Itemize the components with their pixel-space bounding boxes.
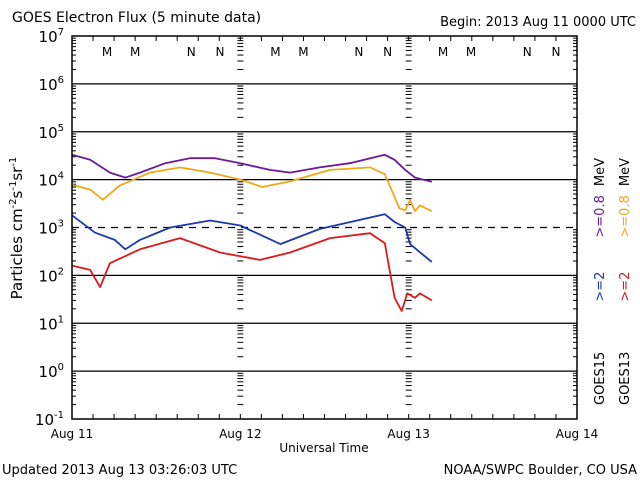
y-axis-label-sr: sr — [8, 166, 26, 181]
y-axis-label: Particles cm-2s-1sr-1 — [8, 157, 26, 300]
gridlines — [72, 83, 577, 372]
marker-N-7: N — [383, 45, 392, 59]
y-tick-label-4: 103 — [39, 219, 64, 238]
x-tick-label-0: Aug 11 — [51, 427, 94, 441]
x-tick-label-3: Aug 14 — [556, 427, 599, 441]
x-tick-label-1: Aug 12 — [219, 427, 262, 441]
legend-goes15-ge08: >=0.8 — [593, 195, 608, 237]
legend: GOES15 >=2 >=0.8 MeV GOES13 >=2 >=0.8 MeV — [593, 158, 633, 405]
series-line-1 — [71, 166, 433, 213]
y-tick-labels: 107 106 105 104 103 102 101 100 10-1 — [35, 27, 64, 429]
marker-M-4: M — [270, 45, 280, 59]
legend-goes15-mev: MeV — [593, 158, 608, 186]
legend-goes13-mev: MeV — [618, 158, 633, 186]
legend-goes13-label: GOES13 — [618, 352, 633, 405]
marker-N-3: N — [216, 45, 225, 59]
legend-goes13-ge2: >=2 — [618, 272, 633, 302]
y-tick-label-0: 107 — [39, 27, 64, 46]
legend-goes13: GOES13 >=2 >=0.8 MeV — [618, 158, 633, 405]
y-axis-label-exp1: -2 — [8, 198, 19, 208]
x-axis-label: Universal Time — [279, 441, 368, 455]
y-tick-label-2: 105 — [39, 123, 64, 142]
marker-M-1: M — [130, 45, 140, 59]
x-tick-labels: Aug 11 Aug 12 Aug 13 Aug 14 — [51, 427, 599, 441]
marker-N-10: N — [523, 45, 532, 59]
marker-N-11: N — [551, 45, 560, 59]
legend-goes15-ge2: >=2 — [593, 272, 608, 302]
updated-timestamp: Updated 2013 Aug 13 03:26:03 UTC — [2, 463, 237, 478]
y-axis-label-base: Particles cm — [8, 208, 26, 299]
y-tick-label-1: 106 — [39, 75, 64, 94]
marker-M-5: M — [298, 45, 308, 59]
series-line-0 — [71, 153, 433, 183]
credit-label: NOAA/SWPC Boulder, CO USA — [444, 463, 637, 478]
y-tick-label-8: 10-1 — [35, 410, 64, 429]
y-axis-label-s: s — [8, 190, 26, 198]
marker-M-8: M — [438, 45, 448, 59]
series-line-3 — [71, 232, 433, 312]
series-lines — [71, 153, 433, 312]
y-tick-label-6: 101 — [39, 314, 64, 333]
series-line-2 — [71, 213, 433, 263]
begin-label: Begin: 2013 Aug 11 0000 UTC — [440, 15, 636, 30]
marker-M-9: M — [466, 45, 476, 59]
legend-goes13-ge08: >=0.8 — [618, 195, 633, 237]
chart-title: GOES Electron Flux (5 minute data) — [12, 10, 261, 26]
y-axis-label-exp2: -1 — [8, 181, 19, 191]
legend-goes15-label: GOES15 — [593, 352, 608, 405]
y-axis-label-exp3: -1 — [8, 157, 19, 167]
y-tick-label-5: 102 — [39, 266, 64, 285]
y-tick-label-3: 104 — [39, 171, 64, 190]
y-tick-label-7: 100 — [39, 362, 64, 381]
marker-M-0: M — [102, 45, 112, 59]
marker-N-2: N — [187, 45, 196, 59]
plot-frame — [71, 35, 578, 420]
legend-goes15: GOES15 >=2 >=0.8 MeV — [593, 158, 608, 405]
marker-N-6: N — [354, 45, 363, 59]
x-tick-label-2: Aug 13 — [387, 427, 430, 441]
